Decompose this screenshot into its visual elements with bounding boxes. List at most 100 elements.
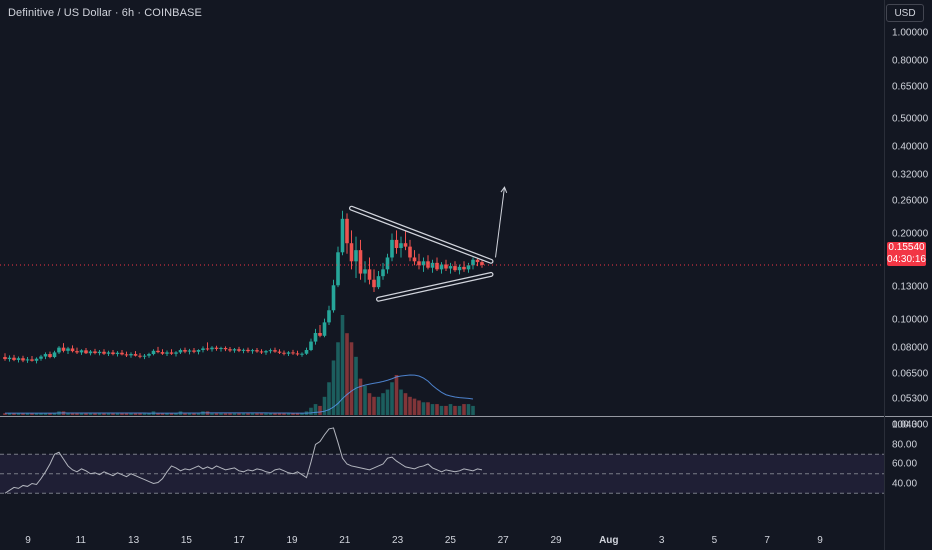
price-tick-label: 0.06500	[892, 368, 929, 380]
volume-bar	[133, 413, 138, 415]
volume-bar	[331, 360, 336, 415]
candle	[435, 257, 439, 272]
candle	[237, 346, 241, 353]
candle-body	[291, 352, 295, 354]
candle-body	[462, 266, 466, 270]
candle	[390, 233, 394, 262]
price-tick-label: 0.50000	[892, 113, 929, 125]
volume-bars	[3, 315, 475, 415]
volume-bar	[421, 402, 426, 415]
candle-body	[471, 259, 475, 266]
volume-bar	[115, 413, 120, 415]
price-tick-label: 0.26000	[892, 195, 929, 207]
volume-bar	[165, 413, 169, 415]
candle-body	[282, 352, 286, 354]
time-tick-label: 13	[128, 535, 140, 546]
projection-arrow	[495, 186, 508, 258]
candle-body	[39, 356, 43, 359]
candle	[124, 351, 129, 358]
candle-body	[354, 250, 358, 262]
time-tick-label: Aug	[599, 535, 619, 546]
chart-drawings[interactable]	[0, 186, 884, 302]
time-tick-label: 19	[286, 535, 298, 546]
volume-bar	[106, 413, 111, 415]
candle-body	[241, 349, 246, 351]
candle-body	[183, 350, 187, 352]
price-tick-label: 1.00000	[892, 27, 929, 39]
candle	[394, 230, 399, 254]
volume-bar	[300, 413, 304, 415]
volume-bar	[39, 413, 43, 415]
candle	[381, 262, 385, 280]
candle	[115, 351, 120, 357]
candle	[327, 305, 331, 325]
volume-bar	[259, 413, 264, 415]
pane-separator[interactable]	[0, 416, 932, 417]
candle	[426, 255, 430, 270]
candle-body	[336, 252, 340, 286]
candle	[30, 356, 34, 362]
volume-bar	[88, 413, 93, 415]
candle-body	[111, 352, 115, 355]
volume-ma-line	[5, 374, 474, 414]
candle-body	[156, 350, 160, 353]
volume-bar	[138, 413, 142, 415]
candle-body	[57, 347, 61, 353]
candle	[160, 349, 165, 355]
candle-body	[88, 351, 93, 354]
volume-bar	[228, 413, 232, 415]
time-tick-label: 3	[658, 535, 665, 546]
volume-bar	[448, 404, 453, 415]
candle-body	[273, 350, 277, 352]
candle	[264, 350, 268, 355]
last-price-badge: 0.15540 04:30:16	[887, 242, 926, 266]
volume-bar	[381, 393, 385, 415]
candle	[300, 352, 304, 357]
candle	[142, 354, 147, 360]
candle	[345, 213, 349, 254]
candle	[385, 253, 390, 274]
volume-bar	[268, 413, 273, 415]
volume-bar	[340, 315, 345, 415]
candle	[304, 347, 309, 355]
candle-body	[174, 352, 178, 354]
candle	[43, 352, 48, 360]
candle	[331, 279, 336, 313]
volume-bar	[174, 413, 178, 415]
time-tick-label: 23	[392, 535, 404, 546]
volume-bar	[214, 413, 219, 415]
time-tick-label: 17	[233, 535, 245, 546]
candle	[120, 350, 124, 356]
candle	[223, 346, 228, 352]
volume-bar	[246, 413, 250, 415]
volume-bar	[111, 413, 115, 415]
candle-body	[457, 266, 462, 271]
candle-body	[277, 351, 282, 353]
candle-body	[61, 347, 66, 351]
candle-body	[70, 348, 75, 352]
candle	[21, 355, 25, 363]
candle-body	[385, 257, 390, 270]
candle-body	[376, 276, 381, 288]
symbol-title[interactable]: Definitive / US Dollar · 6h · COINBASE	[8, 7, 202, 19]
candlestick-series	[3, 210, 484, 364]
candle-body	[327, 310, 331, 323]
candle	[408, 239, 412, 262]
volume-bar	[444, 405, 448, 415]
currency-button[interactable]: USD	[886, 4, 924, 22]
candle-body	[205, 348, 210, 350]
candle-body	[129, 354, 133, 356]
candle	[57, 346, 61, 355]
volume-bar	[210, 413, 214, 415]
candle	[102, 349, 106, 355]
volume-bar	[241, 413, 246, 415]
volume-bar	[349, 342, 354, 415]
candle-body	[93, 351, 97, 354]
volume-bar	[358, 378, 363, 415]
volume-bar	[403, 393, 408, 415]
candle-body	[192, 350, 196, 352]
candle	[336, 246, 340, 288]
candle	[201, 346, 205, 353]
candle	[75, 347, 79, 355]
